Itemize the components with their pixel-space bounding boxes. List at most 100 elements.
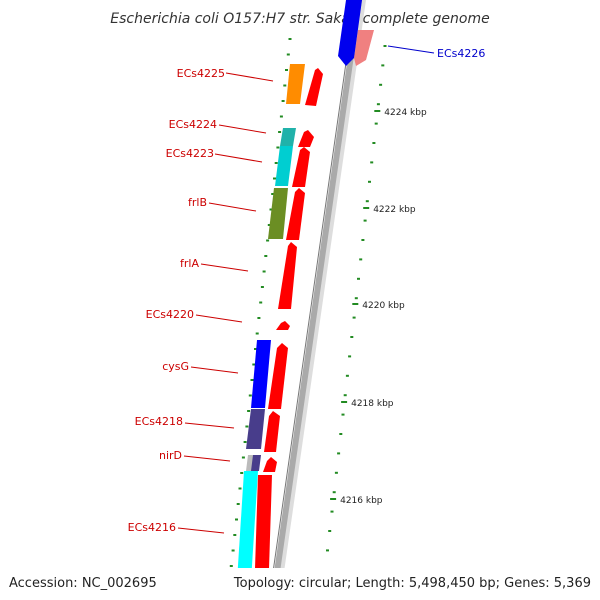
forward-gene-arrow[interactable] <box>268 343 288 409</box>
gene-box-ECs4223[interactable] <box>275 146 293 186</box>
forward-gene-arrow[interactable] <box>264 411 280 452</box>
ring-tick <box>245 425 249 428</box>
gene-box-ECs4218[interactable] <box>246 409 265 449</box>
forward-gene-arrow[interactable] <box>354 30 374 66</box>
ring-tick <box>341 413 345 416</box>
gene-box-ECs4216[interactable] <box>236 471 258 597</box>
ring-tick <box>361 239 365 241</box>
gene-label-cysG[interactable]: cysG <box>162 360 189 373</box>
reverse-strand-track <box>236 0 362 597</box>
ring-tick <box>357 277 360 280</box>
ring-tick <box>269 208 273 211</box>
ring-tick <box>365 200 369 203</box>
ring-tick <box>276 146 280 149</box>
ring-tick <box>339 433 343 435</box>
forward-gene-arrow[interactable] <box>305 68 323 106</box>
ring-tick <box>262 270 266 273</box>
gene-box-frlB[interactable] <box>268 188 288 239</box>
forward-gene-arrow[interactable] <box>286 188 305 240</box>
gene-label-frlA[interactable]: frlA <box>180 257 199 270</box>
map-title: Escherichia coli O157:H7 str. Sakai, com… <box>110 11 489 27</box>
ring-tick <box>231 549 235 552</box>
ring-tick <box>260 286 264 288</box>
ring-tick <box>359 258 363 261</box>
ring-tick <box>337 452 341 455</box>
gene-box-ECs4225[interactable] <box>286 64 305 104</box>
ring-tick <box>328 530 332 532</box>
kbp-tick-mark <box>330 498 337 500</box>
ring-tick <box>374 122 378 125</box>
ring-tick <box>267 224 271 226</box>
ring-tick <box>255 332 259 335</box>
ring-tick <box>334 471 338 474</box>
genome-backbone <box>268 0 366 600</box>
ring-tick <box>343 394 347 397</box>
ring-tick <box>250 379 254 381</box>
forward-gene-arrow[interactable] <box>276 321 290 330</box>
ring-tick <box>372 142 376 144</box>
ring-tick <box>370 161 374 164</box>
topology-text: Topology: circular; Length: 5,498,450 bp… <box>233 576 591 591</box>
ring-tick <box>350 336 354 338</box>
kbp-tick-mark <box>374 110 381 112</box>
kbp-tick-label: 4220 kbp <box>362 301 405 311</box>
ring-tick <box>254 348 257 350</box>
ring-tick <box>264 255 268 257</box>
ring-tick <box>345 374 349 377</box>
forward-gene-arrow[interactable] <box>263 457 277 472</box>
gene-label-ECs4220[interactable]: ECs4220 <box>146 308 194 321</box>
kbp-tick-label: 4224 kbp <box>384 108 427 118</box>
gene-label-ECs4223[interactable]: ECs4223 <box>166 147 214 160</box>
gene-box-ECs4224[interactable] <box>280 128 296 146</box>
ring-tick <box>379 83 383 86</box>
kbp-tick-mark <box>363 207 370 209</box>
gene-label-frlB[interactable]: frlB <box>188 196 207 209</box>
kbp-tick-label: 4218 kbp <box>351 399 394 409</box>
forward-gene-arrow[interactable] <box>292 147 310 187</box>
gene-box-nirD[interactable] <box>251 455 261 471</box>
ring-tick <box>352 316 356 319</box>
gene-box-ECs4226[interactable] <box>338 0 362 66</box>
forward-gene-arrow[interactable] <box>298 130 314 147</box>
forward-gene-arrow[interactable] <box>278 242 297 309</box>
ring-tick <box>243 441 247 443</box>
gene-label-ECs4216[interactable]: ECs4216 <box>128 521 176 534</box>
ring-tick <box>257 317 261 319</box>
ring-tick <box>381 64 385 67</box>
ring-tick <box>376 103 380 106</box>
outer-dotted-ring <box>321 45 387 591</box>
ring-tick <box>274 162 278 164</box>
footer-background <box>0 568 600 600</box>
accession-text: Accession: NC_002695 <box>9 576 157 591</box>
ring-tick <box>286 53 290 56</box>
kbp-tick-mark <box>341 401 348 403</box>
ring-tick <box>235 518 238 521</box>
ring-tick <box>266 239 270 242</box>
ring-tick <box>271 193 275 195</box>
ring-tick <box>248 394 252 397</box>
gene-label-ECs4218[interactable]: ECs4218 <box>135 415 183 428</box>
ring-tick <box>330 510 334 513</box>
gene-label-ECs4224[interactable]: ECs4224 <box>169 118 217 131</box>
ring-tick <box>273 177 276 180</box>
kbp-tick-label: 4222 kbp <box>373 205 416 215</box>
gene-label-nirD[interactable]: nirD <box>159 449 182 462</box>
ring-tick <box>236 503 240 505</box>
kbp-tick-labels: 4224 kbp 4222 kbp 4220 kbp 4218 kbp 4216 kbp <box>330 108 427 506</box>
ring-tick <box>288 38 292 40</box>
ring-tick <box>283 84 287 87</box>
ring-tick <box>281 100 285 102</box>
ring-tick <box>238 487 242 490</box>
ring-tick <box>326 549 329 552</box>
ring-tick <box>354 297 358 300</box>
gene-box-cysG[interactable] <box>251 340 271 408</box>
ring-tick <box>259 301 263 304</box>
gene-label-ECs4226[interactable]: ECs4226 <box>437 47 485 60</box>
ring-tick <box>383 45 387 47</box>
ring-tick <box>332 491 336 494</box>
ring-tick <box>348 355 352 358</box>
ring-tick <box>363 219 367 222</box>
ring-tick <box>252 363 256 366</box>
gene-label-ECs4225[interactable]: ECs4225 <box>177 67 225 80</box>
